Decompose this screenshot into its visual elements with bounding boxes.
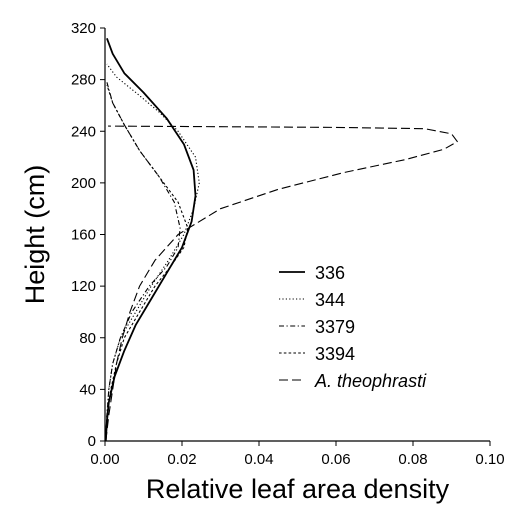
y-tick-label: 0 — [88, 433, 96, 450]
y-tick-label: 160 — [71, 227, 96, 244]
legend-label-2: 3379 — [315, 317, 355, 337]
x-tick-label: 0.10 — [475, 451, 504, 468]
legend-label-4: A. theophrasti — [314, 371, 427, 391]
x-axis-title: Relative leaf area density — [146, 474, 450, 504]
y-axis-title: Height (cm) — [20, 165, 50, 305]
legend-label-1: 344 — [315, 290, 345, 310]
x-tick-label: 0.02 — [167, 451, 196, 468]
y-tick-label: 120 — [71, 278, 96, 295]
x-tick-label: 0.08 — [398, 451, 427, 468]
legend-label-0: 336 — [315, 263, 345, 283]
legend: 336 344 3379 3394 A. theophrasti — [279, 263, 427, 391]
y-tick-label: 320 — [71, 20, 96, 37]
y-tick-label: 200 — [71, 175, 96, 192]
series-line-3 — [105, 84, 189, 442]
legend-label-3: 3394 — [315, 344, 355, 364]
axes: 0.00 0.02 0.04 0.06 0.08 0.10 0 40 80 120 160 200 24… — [71, 20, 505, 468]
x-tick-label: 0.06 — [321, 451, 350, 468]
series-line-4 — [105, 125, 458, 442]
series-line-1 — [105, 63, 200, 442]
y-tick-label: 40 — [79, 381, 96, 398]
series-line-0 — [104, 37, 197, 442]
y-tick-label: 80 — [79, 330, 96, 347]
x-tick-label: 0.00 — [90, 451, 119, 468]
series-line-2 — [105, 82, 181, 442]
data-curves — [104, 37, 458, 442]
x-tick-label: 0.04 — [244, 451, 273, 468]
y-tick-label: 280 — [71, 72, 96, 89]
y-tick-label: 240 — [71, 123, 96, 140]
